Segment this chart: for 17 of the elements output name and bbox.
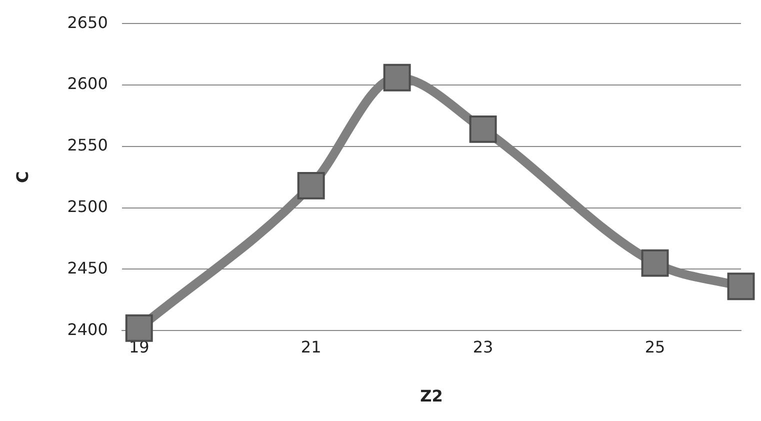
- x-tick-label: 21: [300, 337, 322, 356]
- y-tick-label: 2400: [67, 320, 108, 339]
- point: [297, 172, 325, 200]
- y-axis-title: C: [12, 171, 32, 183]
- x-axis-title: Z2: [420, 386, 443, 406]
- x-tick-label: 25: [644, 337, 666, 356]
- point: [125, 314, 153, 342]
- y-tick-label: 2550: [67, 136, 108, 155]
- y-tick-label: 2450: [67, 258, 108, 278]
- y-tick-label: 2600: [67, 74, 108, 94]
- point: [641, 249, 669, 277]
- point: [383, 64, 411, 92]
- y-tick-label: 2500: [67, 196, 108, 216]
- point: [727, 272, 755, 300]
- y-tick-label: 2650: [67, 12, 108, 32]
- x-tick-label: 23: [472, 337, 494, 356]
- point: [469, 115, 497, 143]
